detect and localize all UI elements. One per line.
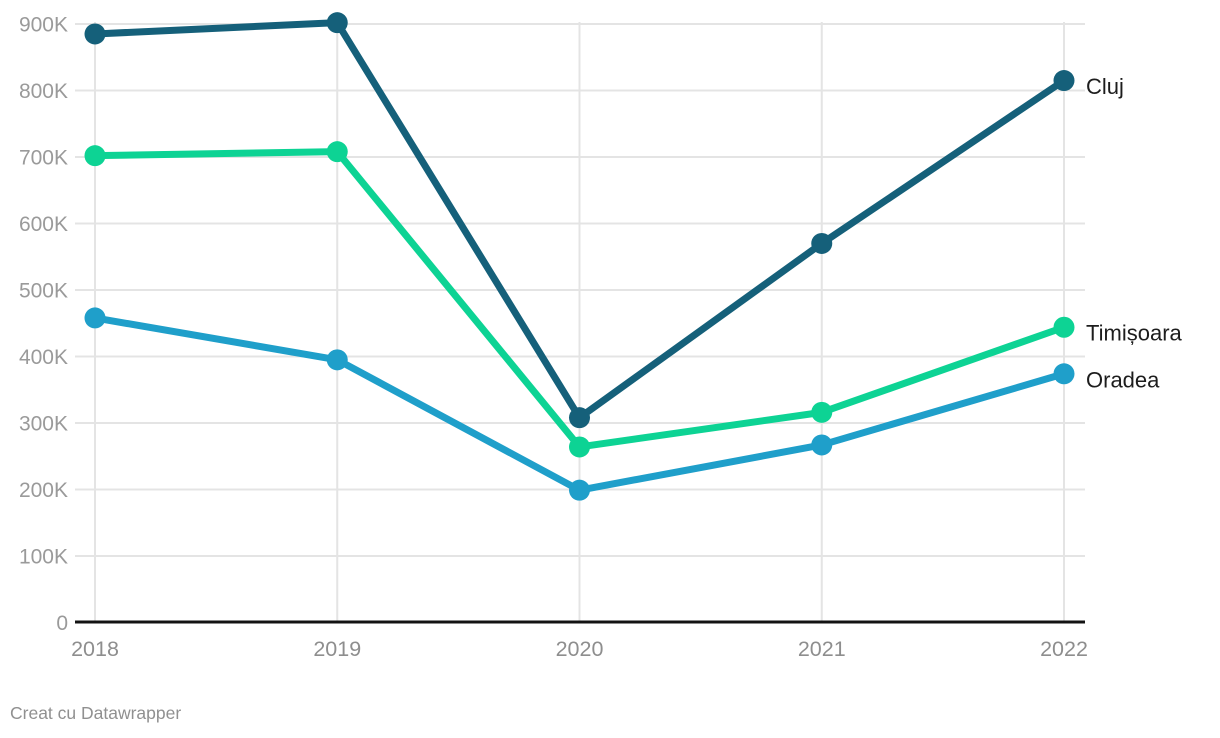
y-axis-tick-label: 200K [19, 479, 68, 502]
data-point-cluj [84, 23, 106, 45]
data-point-oradea [569, 479, 590, 501]
data-point-oradea [811, 434, 833, 456]
data-point-timisoara [569, 436, 590, 458]
data-point-oradea [84, 307, 106, 329]
data-point-oradea [326, 349, 348, 371]
line-chart: 0 100K 200K 300K 400K 500K 600K 700K 800K 900K 201… [19, 12, 1183, 661]
y-axis-tick-label: 0 [56, 612, 68, 635]
x-axis-tick-label: 2018 [71, 637, 119, 661]
y-axis-tick-label: 700K [19, 147, 68, 170]
x-axis-tick-label: 2020 [556, 637, 604, 661]
data-point-cluj [1053, 70, 1075, 92]
data-point-cluj [811, 232, 833, 254]
data-point-timisoara [326, 141, 348, 163]
datawrapper-credit: Creat cu Datawrapper [10, 703, 182, 723]
series-label-oradea: Oradea [1086, 367, 1160, 392]
y-axis-tick-label: 600K [19, 213, 68, 236]
x-axis-tick-label: 2021 [798, 637, 846, 661]
series-label-timisoara: Timișoara [1086, 321, 1183, 346]
y-axis-tick-label: 400K [19, 346, 68, 369]
data-point-timisoara [1053, 316, 1075, 338]
y-axis-tick-label: 300K [19, 413, 68, 436]
data-point-timisoara [84, 145, 106, 167]
x-axis-tick-label: 2019 [313, 637, 361, 661]
data-point-timisoara [811, 401, 833, 423]
data-point-oradea [1053, 363, 1075, 385]
data-point-cluj [569, 407, 590, 429]
y-axis-tick-label: 900K [19, 14, 68, 37]
data-point-cluj [326, 12, 348, 34]
y-axis-tick-label: 500K [19, 280, 68, 303]
y-axis-tick-label: 800K [19, 80, 68, 103]
y-axis-tick-label: 100K [19, 546, 68, 569]
x-axis-tick-label: 2022 [1040, 637, 1088, 661]
series-label-cluj: Cluj [1086, 74, 1124, 99]
